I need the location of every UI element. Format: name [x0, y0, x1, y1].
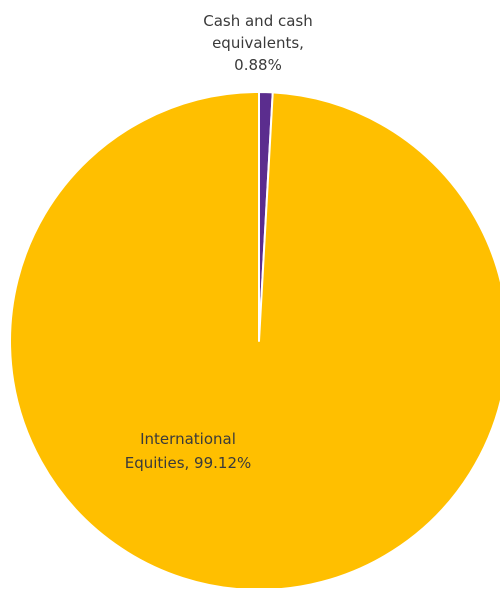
pie-label-line: equivalents, [212, 34, 304, 52]
pie-label-line: Cash and cash [203, 12, 313, 30]
slices-layer [9, 90, 500, 591]
pie-label-line: Equities, 99.12% [125, 454, 252, 472]
pie-label-cash-and-cash-equivalents: Cash and cash equivalents, 0.88% [203, 12, 313, 74]
labels-layer: Cash and cash equivalents, 0.88% Internatio… [125, 12, 313, 472]
pie-label-line: 0.88% [234, 56, 282, 74]
pie-slice-international-equities [9, 91, 500, 591]
pie-label-line: International [140, 430, 236, 448]
pie-label-international-equities: International Equities, 99.12% [125, 430, 252, 472]
